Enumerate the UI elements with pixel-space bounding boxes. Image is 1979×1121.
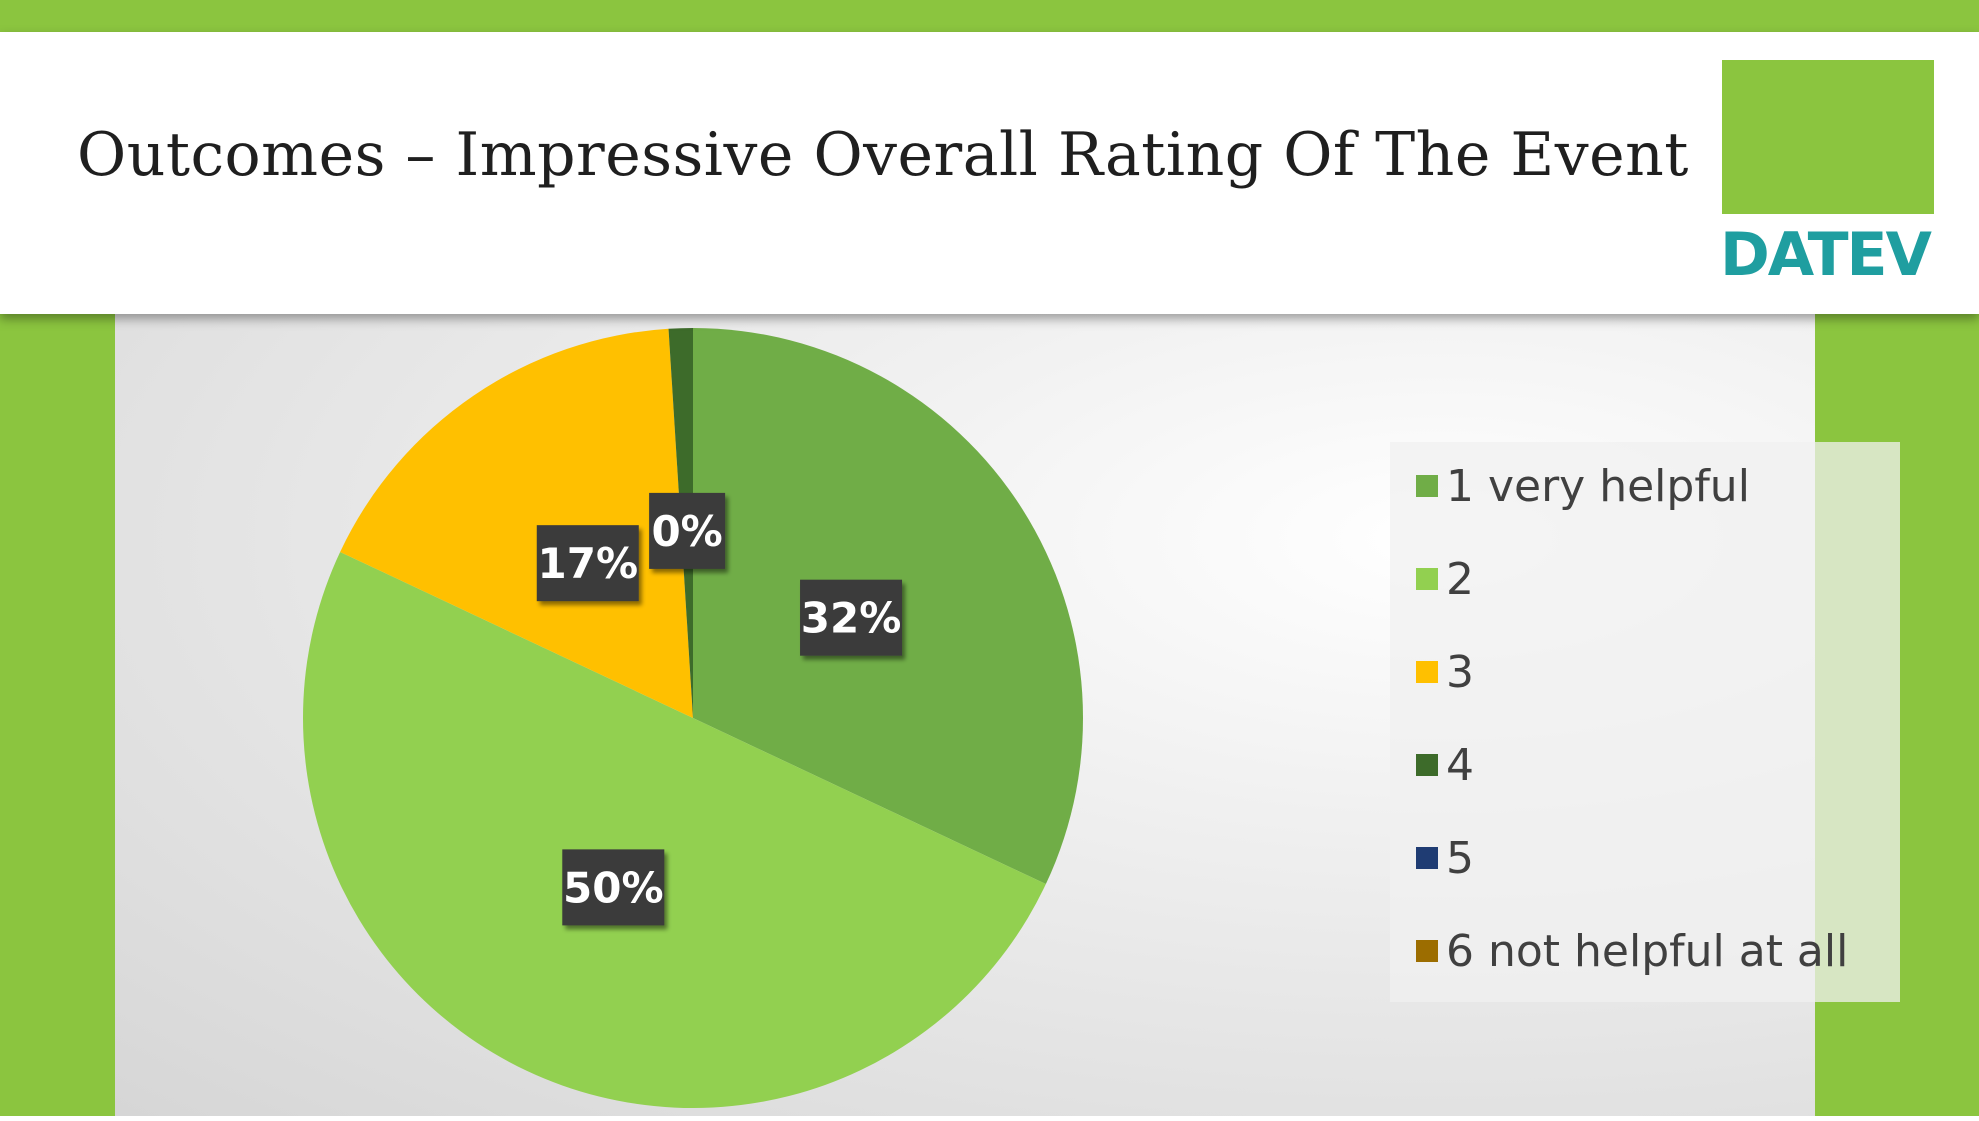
data-label-4: 0% [649,492,726,569]
legend-swatch [1416,940,1438,962]
pie-slices [302,328,1083,1109]
data-label-box [649,492,726,569]
legend-label: 2 [1446,553,1474,605]
data-label-2: 50% [562,849,665,926]
legend-label: 5 [1446,832,1474,884]
data-label-box [562,849,665,926]
pie-slice-2 [302,551,1046,1109]
legend-item-5: 5 [1416,832,1474,884]
slide-title: Outcomes – Impressive Overall Rating Of … [77,120,1689,190]
data-label-text: 17% [538,539,639,588]
legend-label: 1 very helpful [1446,460,1750,512]
legend-label: 3 [1446,646,1474,698]
legend-swatch [1416,661,1438,683]
legend-swatch [1416,754,1438,776]
data-label-text: 50% [563,863,664,912]
bottom-strip [0,1116,1979,1121]
data-label-1: 32% [800,579,903,656]
data-label-box [800,579,903,656]
pie-chart: 32% 50% 17%0% [302,328,1083,1109]
data-label-text: 32% [801,594,902,643]
legend-item-3: 3 [1416,646,1474,698]
legend-item-6: 6 not helpful at all [1416,925,1848,977]
top-accent-bar [0,0,1979,32]
data-label-text: 0% [651,507,722,556]
datev-logo: DATEV [1720,60,1934,308]
legend-swatch [1416,568,1438,590]
logo-square [1722,60,1934,214]
legend-item-1: 1 very helpful [1416,460,1750,512]
legend-item-2: 2 [1416,553,1474,605]
slide-header: Outcomes – Impressive Overall Rating Of … [0,32,1979,314]
logo-text: DATEV [1720,220,1932,290]
data-label-3: 17% [536,525,639,602]
chart-panel: 32% 50% 17% 0% 1 very helpful 2 3 4 5 6 not help… [115,314,1900,1116]
data-label-box [536,525,639,602]
legend-item-4: 4 [1416,739,1474,791]
pie-slice-3 [340,328,693,718]
legend-swatch [1416,475,1438,497]
legend-label: 6 not helpful at all [1446,925,1849,977]
pie-data-labels: 32% 50% 17%0% [536,492,903,926]
chart-legend: 1 very helpful 2 3 4 5 6 not helpful at all [1390,442,1900,1002]
legend-swatch [1416,847,1438,869]
legend-label: 4 [1446,739,1474,791]
slide-content: 32% 50% 17% 0% 1 very helpful 2 3 4 5 6 not help… [0,314,1979,1121]
